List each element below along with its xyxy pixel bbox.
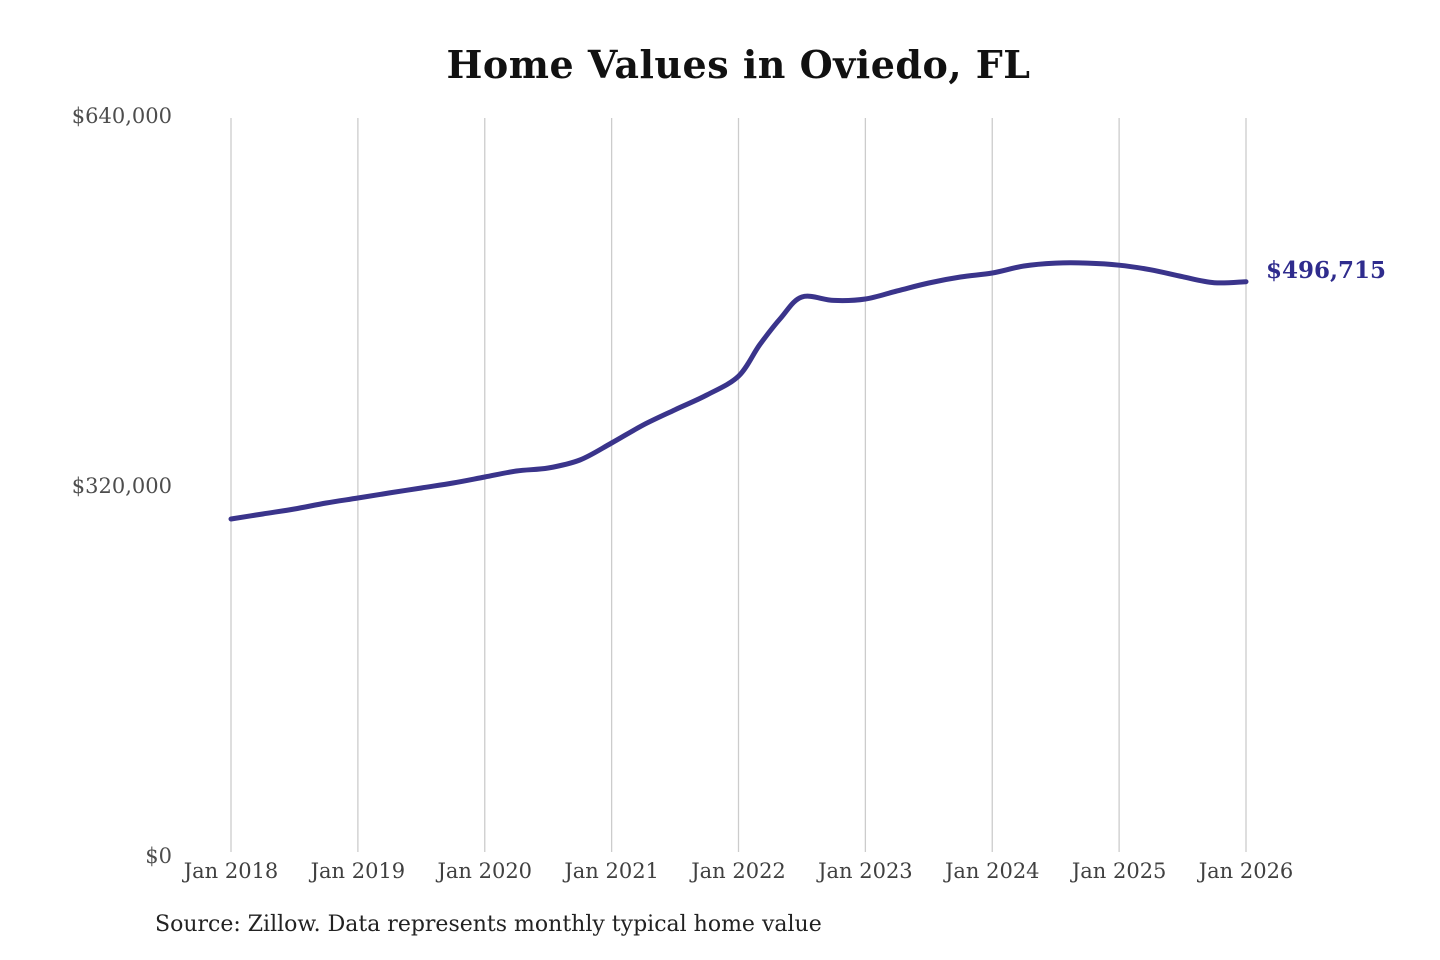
source-note: Source: Zillow. Data represents monthly … xyxy=(155,912,822,937)
y-axis-tick-label-640000: $640,000 xyxy=(71,104,172,128)
current-value-label: $496,715 xyxy=(1266,257,1387,284)
x-axis-tick-label: Jan 2019 xyxy=(310,859,406,883)
x-axis-tick-label: Jan 2021 xyxy=(564,859,659,883)
home-value-line xyxy=(228,260,1249,522)
x-axis-tick-label: Jan 2018 xyxy=(183,859,279,883)
x-axis-tick-label: Jan 2023 xyxy=(818,859,913,883)
x-axis-tick-label: Jan 2024 xyxy=(944,859,1040,883)
x-axis-tick-label: Jan 2025 xyxy=(1071,859,1167,883)
y-axis-tick-label-320000: $320,000 xyxy=(71,474,172,498)
chart-title: Home Values in Oviedo, FL xyxy=(446,42,1031,87)
x-axis-tick-label: Jan 2022 xyxy=(691,859,786,883)
x-axis-tick-label: Jan 2020 xyxy=(437,859,533,883)
y-axis-tick-label-0: $0 xyxy=(145,844,172,868)
x-axis-tick-label: Jan 2026 xyxy=(1198,859,1294,883)
